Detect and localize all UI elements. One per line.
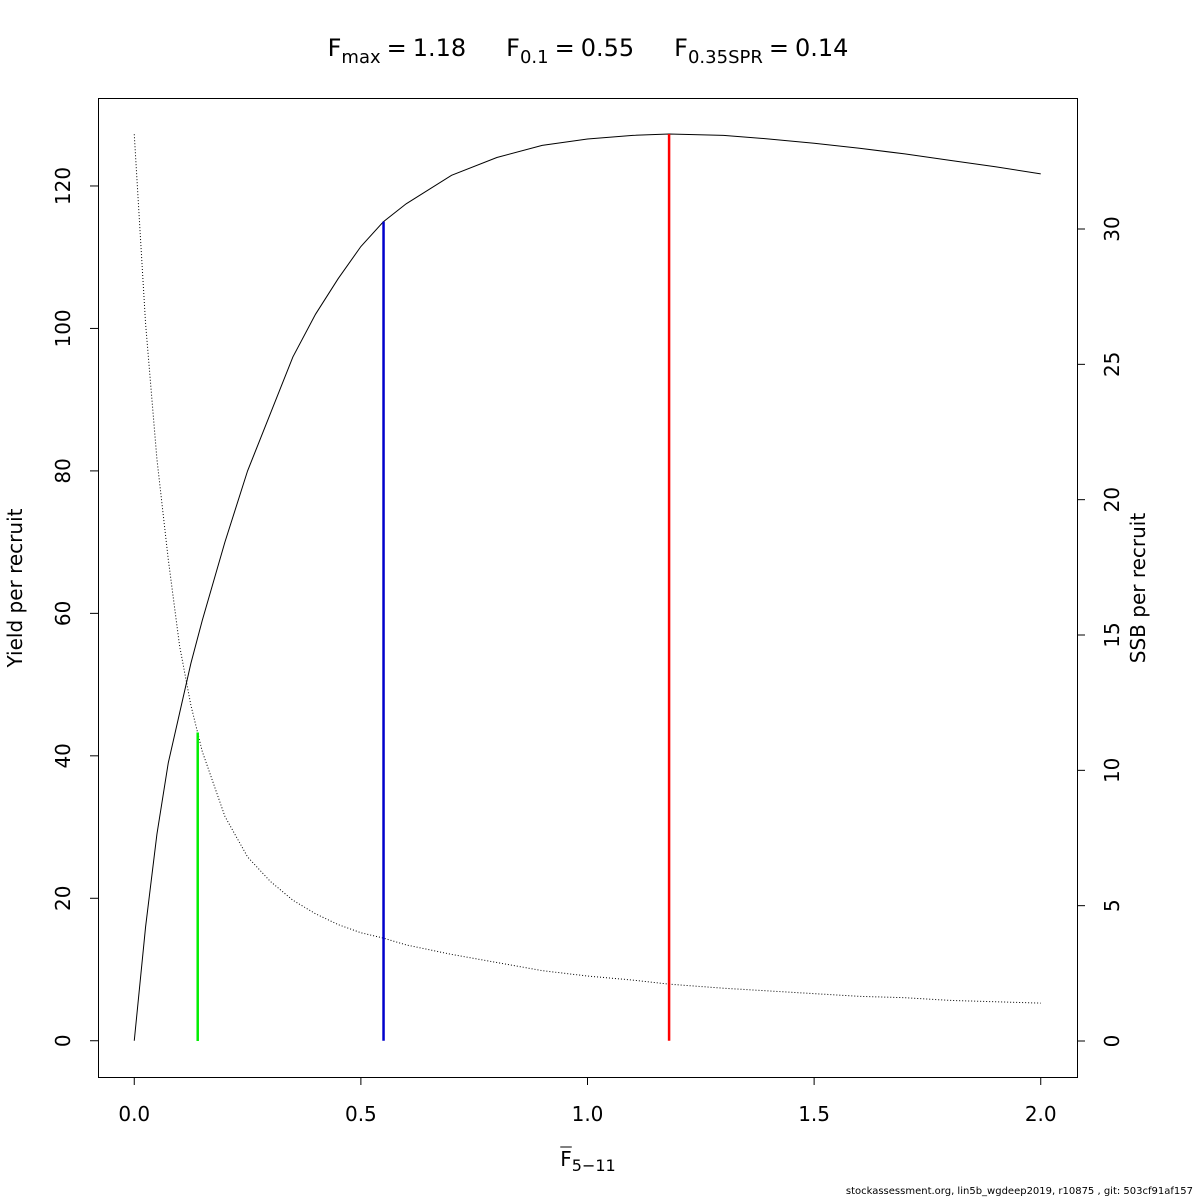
title-subscript: max	[341, 47, 381, 68]
y2-tick-label: 30	[1100, 216, 1124, 241]
footnote: stockassessment.org, lin5b_wgdeep2019, r…	[846, 1186, 1193, 1197]
y2-tick-label: 5	[1100, 899, 1124, 912]
y2-axis-label: SSB per recruit	[1126, 513, 1150, 664]
title-symbol: F	[674, 34, 688, 62]
x-axis-label: F5−11	[560, 1147, 615, 1175]
chart-title: Fmax = 1.18 F0.1 = 0.55 F0.35SPR = 0.14	[328, 34, 849, 68]
x-label-subscript: 5−11	[572, 1156, 616, 1175]
title-operator: =	[387, 34, 407, 62]
title-subscript: 0.1	[520, 47, 549, 68]
x-tick-label: 1.5	[798, 1102, 830, 1126]
y-axis-label: Yield per recruit	[3, 508, 27, 668]
title-operator: =	[769, 34, 789, 62]
y-tick-label: 0	[51, 1034, 75, 1047]
y2-tick-label: 10	[1100, 758, 1124, 783]
title-subscript: 0.35SPR	[688, 47, 763, 68]
series-line	[133, 134, 1041, 1004]
y-tick-label: 120	[51, 167, 75, 205]
title-value: 0.55	[581, 34, 634, 62]
y-tick-label: 80	[51, 458, 75, 483]
x-label-symbol: F	[560, 1147, 572, 1171]
y2-tick-label: 15	[1100, 622, 1124, 647]
y2-tick-label: 20	[1100, 487, 1124, 512]
title-value: 1.18	[413, 34, 466, 62]
x-tick-label: 0.0	[118, 1102, 150, 1126]
series-line	[133, 133, 1041, 1041]
y-tick-label: 100	[51, 309, 75, 347]
title-operator: =	[555, 34, 575, 62]
title-symbol: F	[506, 34, 520, 62]
y2-tick-label: 25	[1100, 352, 1124, 377]
plot-frame	[98, 98, 1078, 1078]
x-tick-label: 2.0	[1025, 1102, 1057, 1126]
title-symbol: F	[328, 34, 342, 62]
title-value: 0.14	[795, 34, 848, 62]
x-tick-label: 0.5	[345, 1102, 377, 1126]
y-tick-label: 20	[51, 886, 75, 911]
y-tick-label: 60	[51, 601, 75, 626]
y-tick-label: 40	[51, 743, 75, 768]
x-tick-label: 1.0	[572, 1102, 604, 1126]
y2-tick-label: 0	[1100, 1035, 1124, 1048]
